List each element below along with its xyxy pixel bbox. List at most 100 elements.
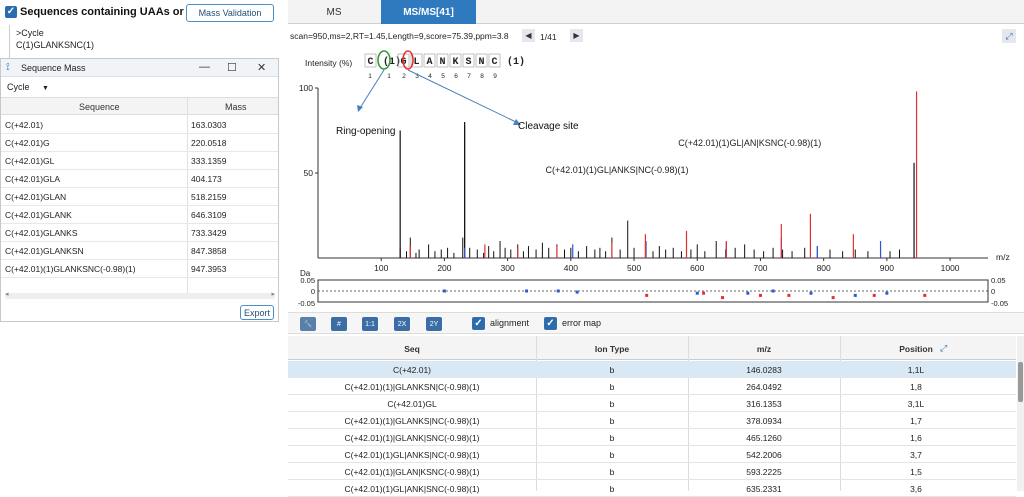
ring-arrow-head: [357, 105, 363, 112]
col-header-position[interactable]: Position: [899, 344, 933, 354]
expand-icon[interactable]: ⤢: [1002, 29, 1016, 43]
seq-cell: C(+42.01): [392, 365, 432, 375]
tab-msms[interactable]: MS/MS[41]: [381, 0, 476, 24]
minimize-icon[interactable]: —: [199, 61, 210, 73]
ring-opening-annotation: Ring-opening: [336, 126, 396, 137]
maximize-icon[interactable]: ☐: [227, 62, 237, 74]
sequence-row[interactable]: C(+42.01)GLANK 646.3109: [1, 206, 278, 224]
position-cell: 3,7: [910, 450, 922, 460]
peak-annotation-2: C(+42.01)(1)GL|AN|KSNC(-0.98)(1): [678, 138, 821, 148]
sequence-row[interactable]: C(+42.01)GLANKSN 847.3858: [1, 242, 278, 260]
table-row[interactable]: C(+42.01)(1)|GLAN|KSNC(-0.98)(1) b 593.222…: [288, 463, 1016, 480]
table-row[interactable]: C(+42.01)(1)|GLANKS|NC(-0.98)(1) b 378.093…: [288, 412, 1016, 429]
sequence-row[interactable]: C(+42.01) 163.0303: [1, 116, 278, 134]
grid-column-divider: [187, 97, 188, 297]
residue-box: [364, 53, 377, 68]
residue-letter: (1): [507, 56, 525, 68]
table-row[interactable]: C(+42.01)GL b 316.1353 3,1L: [288, 395, 1016, 412]
next-spectrum-button[interactable]: ▶: [570, 29, 583, 42]
sequence-row[interactable]: C(+42.01)GLANKS 733.3429: [1, 224, 278, 242]
position-cell: 1,6: [910, 433, 922, 443]
uaa-checkbox[interactable]: ✓: [5, 6, 17, 18]
x-tick-label: 600: [690, 263, 704, 273]
error-point-red: [758, 293, 762, 297]
tab-ms[interactable]: MS: [326, 6, 342, 18]
position-cell: 3,1L: [907, 399, 925, 409]
sequence-row[interactable]: C(+42.01)GL 333.1359: [1, 152, 278, 170]
col-header-mz[interactable]: m/z: [756, 344, 772, 354]
table-row[interactable]: C(+42.01) b 146.0283 1,1L: [288, 361, 1016, 378]
expand-table-icon[interactable]: ⤢: [940, 343, 948, 353]
residue-box: [449, 53, 462, 68]
residue-letter: S: [465, 57, 471, 68]
alignment-checkbox[interactable]: ✓: [472, 317, 485, 330]
seq-cell: C(+42.01)(1)|GLAN|KSNC(-0.98)(1): [344, 467, 480, 477]
ratio-1-1-button[interactable]: 1:1: [362, 317, 378, 331]
export-button[interactable]: Export: [240, 305, 274, 320]
grid-toggle-button[interactable]: #: [331, 317, 347, 331]
horizontal-scrollbar[interactable]: ◂ ▸: [5, 291, 275, 299]
mz-cell: 465.1260: [746, 433, 782, 443]
seq-cell: C(+42.01)(1)GL|ANKS|NC(-0.98)(1): [344, 450, 480, 460]
mz-cell: 378.0934: [746, 416, 782, 426]
vertical-scrollbar[interactable]: [1017, 336, 1024, 491]
window-title: Sequence Mass: [21, 63, 86, 73]
table-row[interactable]: C(+42.01)(1)|GLANK|SNC(-0.98)(1) b 465.126…: [288, 429, 1016, 446]
scroll-left-icon[interactable]: ◂: [5, 291, 9, 298]
chevron-right-icon: ▶: [573, 31, 580, 40]
residue-number: 4: [428, 73, 432, 80]
sequence-row[interactable]: C(+42.01)(1)GLANKSNC(-0.98)(1) 947.3953: [1, 260, 278, 278]
cleavage-marker: [402, 50, 414, 70]
residue-box: [488, 53, 501, 68]
x-tick-label: 1000: [941, 263, 960, 273]
residue-letter: L: [413, 57, 419, 68]
ion-type-cell: b: [609, 399, 615, 409]
error-tick-label-left: 0: [311, 287, 315, 296]
mz-cell: 542.2006: [746, 450, 782, 460]
x-tick-label: 700: [753, 263, 767, 273]
mass-cell: 947.3953: [191, 264, 227, 274]
seq-cell: C(+42.01)GL: [387, 399, 437, 409]
residue-letter: K: [452, 57, 458, 68]
residue-letter: N: [439, 57, 445, 68]
mass-cell: 333.1359: [191, 156, 227, 166]
error-tick-label-right: -0.05: [991, 299, 1008, 308]
mass-validation-button[interactable]: Mass Validation: [186, 4, 274, 22]
residue-number: 3: [415, 73, 419, 80]
wrench-icon[interactable]: 🔧: [300, 317, 316, 331]
error-map-checkbox[interactable]: ✓: [544, 317, 557, 330]
col-header-ion-type[interactable]: Ion Type: [594, 344, 630, 354]
cycle-dropdown[interactable]: Cycle ▼: [7, 82, 49, 92]
residue-number: 9: [493, 73, 497, 80]
prev-spectrum-button[interactable]: ◀: [522, 29, 535, 42]
scroll-right-icon[interactable]: ▸: [271, 291, 275, 298]
zoom-2x-button[interactable]: 2X: [394, 317, 410, 331]
sequence-row[interactable]: C(+42.01)GLA 404.173: [1, 170, 278, 188]
error-point-red: [872, 293, 876, 297]
residue-box: [423, 53, 436, 68]
sequence-cell: C(+42.01)GLAN: [5, 192, 67, 202]
ion-table: Seq Ion Type m/z Position ⤢ C(+42.01) b 14…: [288, 336, 1016, 497]
residue-number: 1: [368, 73, 372, 80]
sequence-row[interactable]: C(+42.01)GLAN 518.2159: [1, 188, 278, 206]
table-row[interactable]: C(+42.01)(1)GL|ANKS|NC(-0.98)(1) b 542.200…: [288, 446, 1016, 463]
position-cell: 1,7: [910, 416, 922, 426]
col-header-mass: Mass: [225, 102, 247, 112]
zoom-2y-button[interactable]: 2Y: [426, 317, 442, 331]
close-icon[interactable]: ✕: [257, 62, 267, 74]
intensity-axis-label: Intensity (%): [305, 58, 353, 68]
table-row[interactable]: C(+42.01)(1)GL|ANK|SNC(-0.98)(1) b 635.233…: [288, 480, 1016, 497]
cleavage-site-annotation: Cleavage site: [518, 121, 579, 132]
tree-item-cycle[interactable]: >Cycle: [16, 28, 44, 38]
sequence-cell: C(+42.01): [5, 120, 44, 130]
table-row[interactable]: C(+42.01)(1)|GLANKSN|C(-0.98)(1) b 264.049…: [288, 378, 1016, 395]
residue-box: [436, 53, 449, 68]
col-header-seq[interactable]: Seq: [404, 344, 420, 354]
scrollbar-thumb[interactable]: [1018, 362, 1023, 402]
sequence-row[interactable]: C(+42.01)G 220.0518: [1, 134, 278, 152]
cleavage-arrow-head: [513, 119, 521, 125]
tree-item-sequence[interactable]: C(1)GLANKSNC(1): [16, 40, 95, 50]
mass-cell: 847.3858: [191, 246, 227, 256]
error-point-red: [787, 293, 791, 297]
error-point-blue: [442, 289, 446, 293]
